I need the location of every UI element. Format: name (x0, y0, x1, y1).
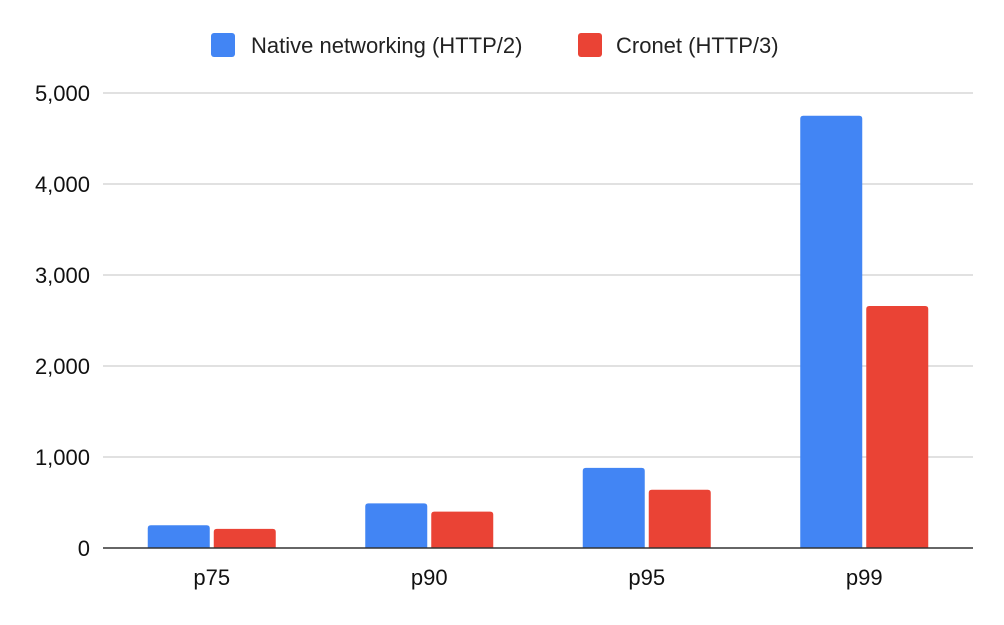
legend-item: Cronet (HTTP/3) (578, 33, 779, 58)
legend-item: Native networking (HTTP/2) (211, 33, 522, 58)
bar-p75-series-1 (213, 528, 276, 548)
bar-p99-series-0 (800, 115, 863, 548)
legend-label: Native networking (HTTP/2) (251, 33, 522, 58)
y-axis: 0 1,000 2,000 3,000 4,000 5,000 (35, 81, 90, 561)
bar-p75-series-0 (147, 525, 210, 548)
bar-p90-series-0 (365, 503, 428, 548)
bar-p90-series-1 (431, 511, 494, 548)
x-tick-label: p99 (846, 565, 883, 590)
x-axis: p75 p90 p95 p99 (103, 547, 973, 590)
y-tick-label: 2,000 (35, 354, 90, 379)
y-tick-label: 0 (78, 536, 90, 561)
legend-swatch (211, 33, 235, 57)
y-tick-label: 3,000 (35, 263, 90, 288)
legend-swatch (578, 33, 602, 57)
legend-label: Cronet (HTTP/3) (616, 33, 779, 58)
bar-p95-series-0 (582, 467, 645, 548)
y-tick-label: 5,000 (35, 81, 90, 106)
x-tick-label: p90 (411, 565, 448, 590)
bars (147, 115, 929, 548)
x-tick-label: p75 (193, 565, 230, 590)
bar-p95-series-1 (648, 489, 711, 548)
y-tick-label: 1,000 (35, 445, 90, 470)
legend: Native networking (HTTP/2) Cronet (HTTP/3… (211, 33, 779, 58)
bar-p99-series-1 (866, 305, 929, 548)
y-tick-label: 4,000 (35, 172, 90, 197)
x-tick-label: p95 (628, 565, 665, 590)
